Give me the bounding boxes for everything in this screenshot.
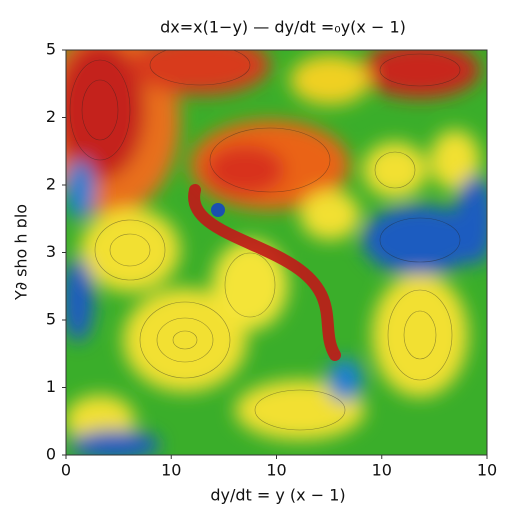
x-axis-label: dy/dt = y (x − 1)	[210, 486, 345, 505]
chart-title: dx=x(1−y) — dy/dt =₀y(x − 1)	[160, 18, 406, 37]
y-axis-label: Y∂ sho h ɒlo	[12, 204, 31, 301]
y-tick-label: 3	[46, 242, 56, 261]
x-tick-label: 10	[477, 461, 497, 480]
y-tick-label: 0	[46, 445, 56, 464]
x-tick-label: 10	[372, 461, 392, 480]
y-tick-label: 2	[46, 107, 56, 126]
x-tick-label: 10	[161, 461, 181, 480]
x-tick-label: 10	[266, 461, 286, 480]
y-tick-label: 1	[46, 377, 56, 396]
x-tick-label: 0	[61, 461, 71, 480]
y-tick-label: 5	[46, 40, 56, 59]
y-tick-label: 5	[46, 310, 56, 329]
contour-field	[66, 50, 487, 455]
y-tick-label: 2	[46, 175, 56, 194]
